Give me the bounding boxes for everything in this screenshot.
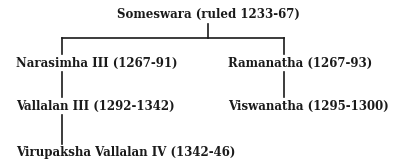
Text: Ramanatha (1267-93): Ramanatha (1267-93) (228, 57, 372, 70)
Text: Vallalan III (1292-1342): Vallalan III (1292-1342) (16, 100, 175, 113)
Text: Narasimha III (1267-91): Narasimha III (1267-91) (16, 57, 178, 70)
Text: Virupaksha Vallalan IV (1342-46): Virupaksha Vallalan IV (1342-46) (16, 146, 235, 159)
Text: Someswara (ruled 1233-67): Someswara (ruled 1233-67) (116, 8, 300, 21)
Text: Viswanatha (1295-1300): Viswanatha (1295-1300) (228, 100, 389, 113)
